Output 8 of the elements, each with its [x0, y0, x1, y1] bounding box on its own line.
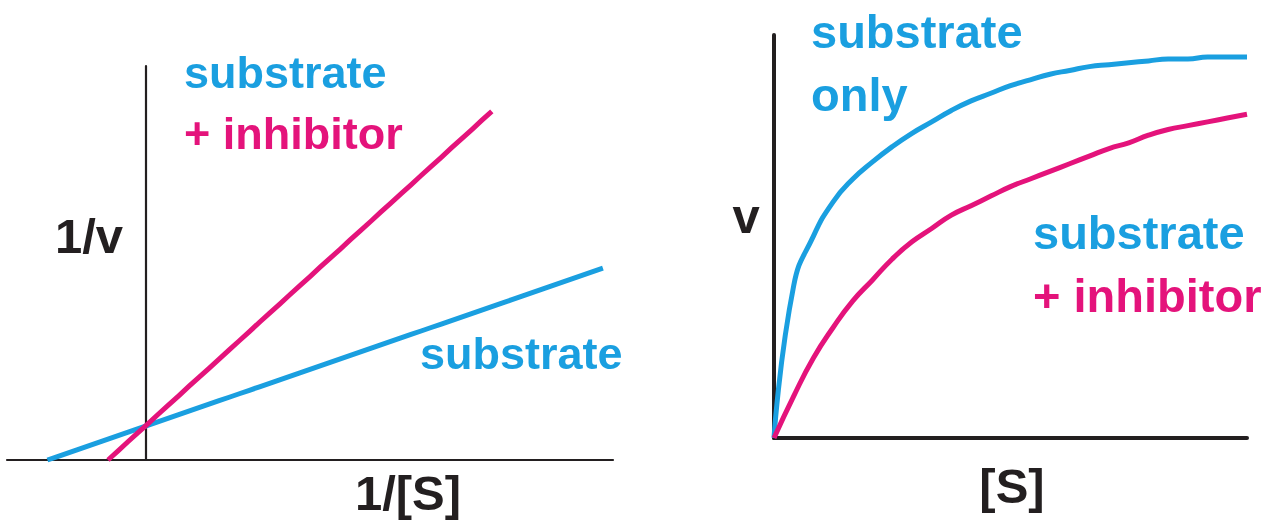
- series-label: substrate + inhibitor: [1033, 206, 1262, 322]
- series-label: substrate: [420, 328, 623, 379]
- x-axis-title: [S]: [979, 459, 1045, 513]
- y-axis-title: v: [732, 189, 761, 243]
- y-axis-title: 1/v: [54, 209, 124, 263]
- x-axis-title: 1/[S]: [354, 466, 462, 520]
- series-label: substrate only: [811, 5, 1023, 121]
- series-label: substrate + inhibitor: [184, 47, 403, 159]
